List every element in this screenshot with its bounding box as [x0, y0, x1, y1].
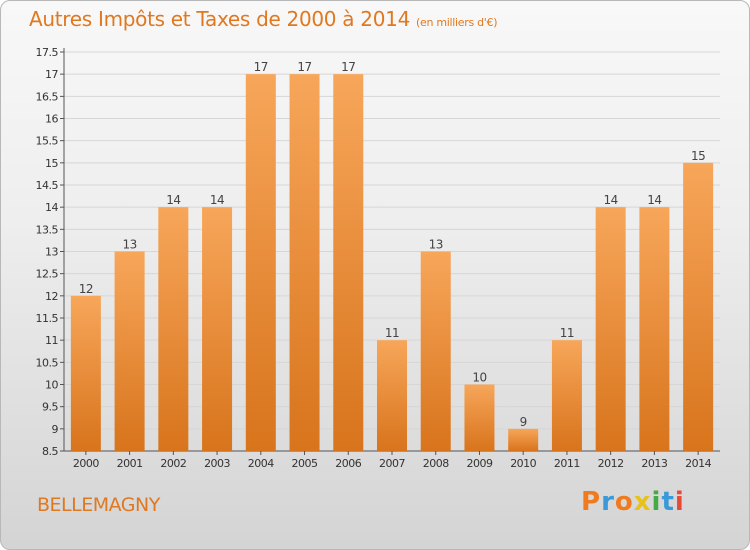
- bars: [70, 74, 714, 452]
- bar-2013: [639, 207, 670, 451]
- y-tick-label: 12.5: [36, 268, 59, 281]
- bar-2008: [420, 251, 451, 451]
- y-tick-label: 9.5: [42, 401, 58, 414]
- data-label-2003: 14: [210, 193, 224, 207]
- chart-title: Autres Impôts et Taxes de 2000 à 2014 (en…: [29, 7, 497, 31]
- x-tick-label: 2005: [292, 457, 318, 470]
- chart-unit: (en milliers d'€): [416, 16, 498, 29]
- x-tick-label: 2003: [204, 457, 230, 470]
- y-tick-label: 9: [52, 423, 59, 436]
- y-tick-label: 14: [45, 201, 58, 214]
- y-tick-label: 15.5: [36, 135, 59, 148]
- logo-letter: r: [601, 487, 615, 517]
- chart-title-text: Autres Impôts et Taxes de 2000 à 2014: [29, 7, 410, 31]
- data-label-2009: 10: [472, 371, 486, 385]
- x-tick-label: 2007: [379, 457, 405, 470]
- data-label-2001: 13: [122, 238, 136, 252]
- bar-2012: [595, 207, 626, 451]
- x-tick-label: 2012: [598, 457, 624, 470]
- data-label-2010: 9: [520, 415, 527, 429]
- x-tick-label: 2011: [554, 457, 580, 470]
- data-label-2008: 13: [429, 238, 443, 252]
- bar-2003: [202, 207, 233, 451]
- data-label-2012: 14: [604, 193, 618, 207]
- y-tick-label: 15: [45, 157, 58, 170]
- x-tick-label: 2000: [73, 457, 99, 470]
- y-tick-label: 12: [45, 290, 58, 303]
- x-tick-label: 2010: [510, 457, 536, 470]
- bar-2010: [508, 428, 539, 451]
- bar-2014: [683, 162, 714, 452]
- x-tick-label: 2001: [117, 457, 143, 470]
- y-tick-label: 17: [45, 68, 58, 81]
- data-label-2000: 12: [79, 282, 93, 296]
- y-tick-label: 11.5: [36, 312, 59, 325]
- logo-letter: o: [614, 487, 634, 517]
- x-tick-label: 2004: [248, 457, 274, 470]
- data-label-2004: 17: [254, 60, 268, 74]
- x-tick-label: 2014: [685, 457, 711, 470]
- bar-2005: [289, 74, 320, 452]
- logo-letter: P: [581, 487, 602, 517]
- data-label-2013: 14: [647, 193, 661, 207]
- y-tick-label: 17.5: [36, 46, 59, 59]
- bar-2002: [158, 207, 189, 451]
- data-label-2007: 11: [385, 326, 399, 340]
- x-tick-label: 2009: [466, 457, 492, 470]
- data-label-2011: 11: [560, 326, 574, 340]
- x-tick-label: 2008: [423, 457, 449, 470]
- bar-2001: [114, 251, 145, 451]
- data-label-2002: 14: [166, 193, 180, 207]
- y-tick-label: 13.5: [36, 223, 59, 236]
- logo-letter: i: [674, 487, 685, 517]
- bar-2004: [245, 74, 276, 452]
- y-tick-label: 14.5: [36, 179, 59, 192]
- x-tick-label: 2006: [335, 457, 361, 470]
- y-tick-label: 10.5: [36, 356, 59, 369]
- data-label-2006: 17: [341, 60, 355, 74]
- x-tick-label: 2013: [641, 457, 667, 470]
- data-label-2014: 15: [691, 149, 705, 163]
- bar-2000: [70, 295, 101, 451]
- y-tick-label: 11: [45, 334, 58, 347]
- bar-2011: [551, 340, 582, 451]
- logo-letter: i: [651, 487, 662, 517]
- proxiti-logo: Proxiti: [581, 487, 685, 517]
- bar-2006: [333, 74, 364, 452]
- logo-letter: t: [661, 487, 675, 517]
- bar-2007: [377, 340, 407, 451]
- data-labels: 12 13 14 14 17 17 17 11 13 10 9 11 14 14 15: [79, 60, 706, 429]
- x-tick-label: 2002: [160, 457, 186, 470]
- place-name: BELLEMAGNY: [37, 494, 160, 516]
- y-tick-label: 8.5: [42, 445, 58, 458]
- y-tick-label: 10: [45, 379, 58, 392]
- data-label-2005: 17: [297, 60, 311, 74]
- bar-2009: [464, 384, 495, 451]
- logo-letter: x: [633, 487, 652, 517]
- y-tick-label: 16.5: [36, 90, 59, 103]
- y-tick-label: 16: [45, 113, 58, 126]
- y-tick-label: 13: [45, 246, 58, 259]
